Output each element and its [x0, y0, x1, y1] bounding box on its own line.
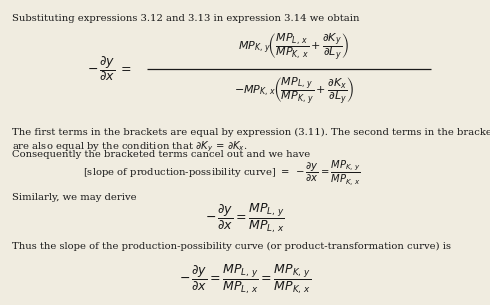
Text: Consequently the bracketed terms cancel out and we have: Consequently the bracketed terms cancel … — [12, 150, 311, 160]
Text: [slope of production-possibility curve] $=\;-\dfrac{\partial y}{\partial x} = \d: [slope of production-possibility curve] … — [83, 159, 361, 188]
Text: $-\,\dfrac{\partial y}{\partial x} = \dfrac{MP_{L,\,y}}{MP_{L,\,x}} = \dfrac{MP_: $-\,\dfrac{\partial y}{\partial x} = \df… — [179, 262, 311, 296]
Text: $-\,\dfrac{\partial y}{\partial x}\;=$: $-\,\dfrac{\partial y}{\partial x}\;=$ — [87, 54, 132, 83]
Text: Substituting expressions 3.12 and 3.13 in expression 3.14 we obtain: Substituting expressions 3.12 and 3.13 i… — [12, 14, 360, 23]
Text: Thus the slope of the production-possibility curve (or product-transformation cu: Thus the slope of the production-possibi… — [12, 242, 451, 251]
Text: Similarly, we may derive: Similarly, we may derive — [12, 193, 137, 202]
Text: The first terms in the brackets are equal by expression (3.11). The second terms: The first terms in the brackets are equa… — [12, 128, 490, 137]
Text: $MP_{K,\,y}\!\left(\dfrac{MP_{L,\,x}}{MP_{K,\,x}} + \dfrac{\partial K_y}{\partia: $MP_{K,\,y}\!\left(\dfrac{MP_{L,\,x}}{MP… — [239, 32, 349, 63]
Text: $-\,\dfrac{\partial y}{\partial x} = \dfrac{MP_{L,\,y}}{MP_{L,\,x}}$: $-\,\dfrac{\partial y}{\partial x} = \df… — [205, 201, 285, 235]
Text: $-MP_{K,\,x}\!\left(\dfrac{MP_{L,\,y}}{MP_{K,\,y}} + \dfrac{\partial K_x}{\parti: $-MP_{K,\,x}\!\left(\dfrac{MP_{L,\,y}}{M… — [234, 76, 354, 107]
Text: are also equal by the condition that $\partial K_y\,=\,\partial K_x$.: are also equal by the condition that $\p… — [12, 139, 248, 154]
